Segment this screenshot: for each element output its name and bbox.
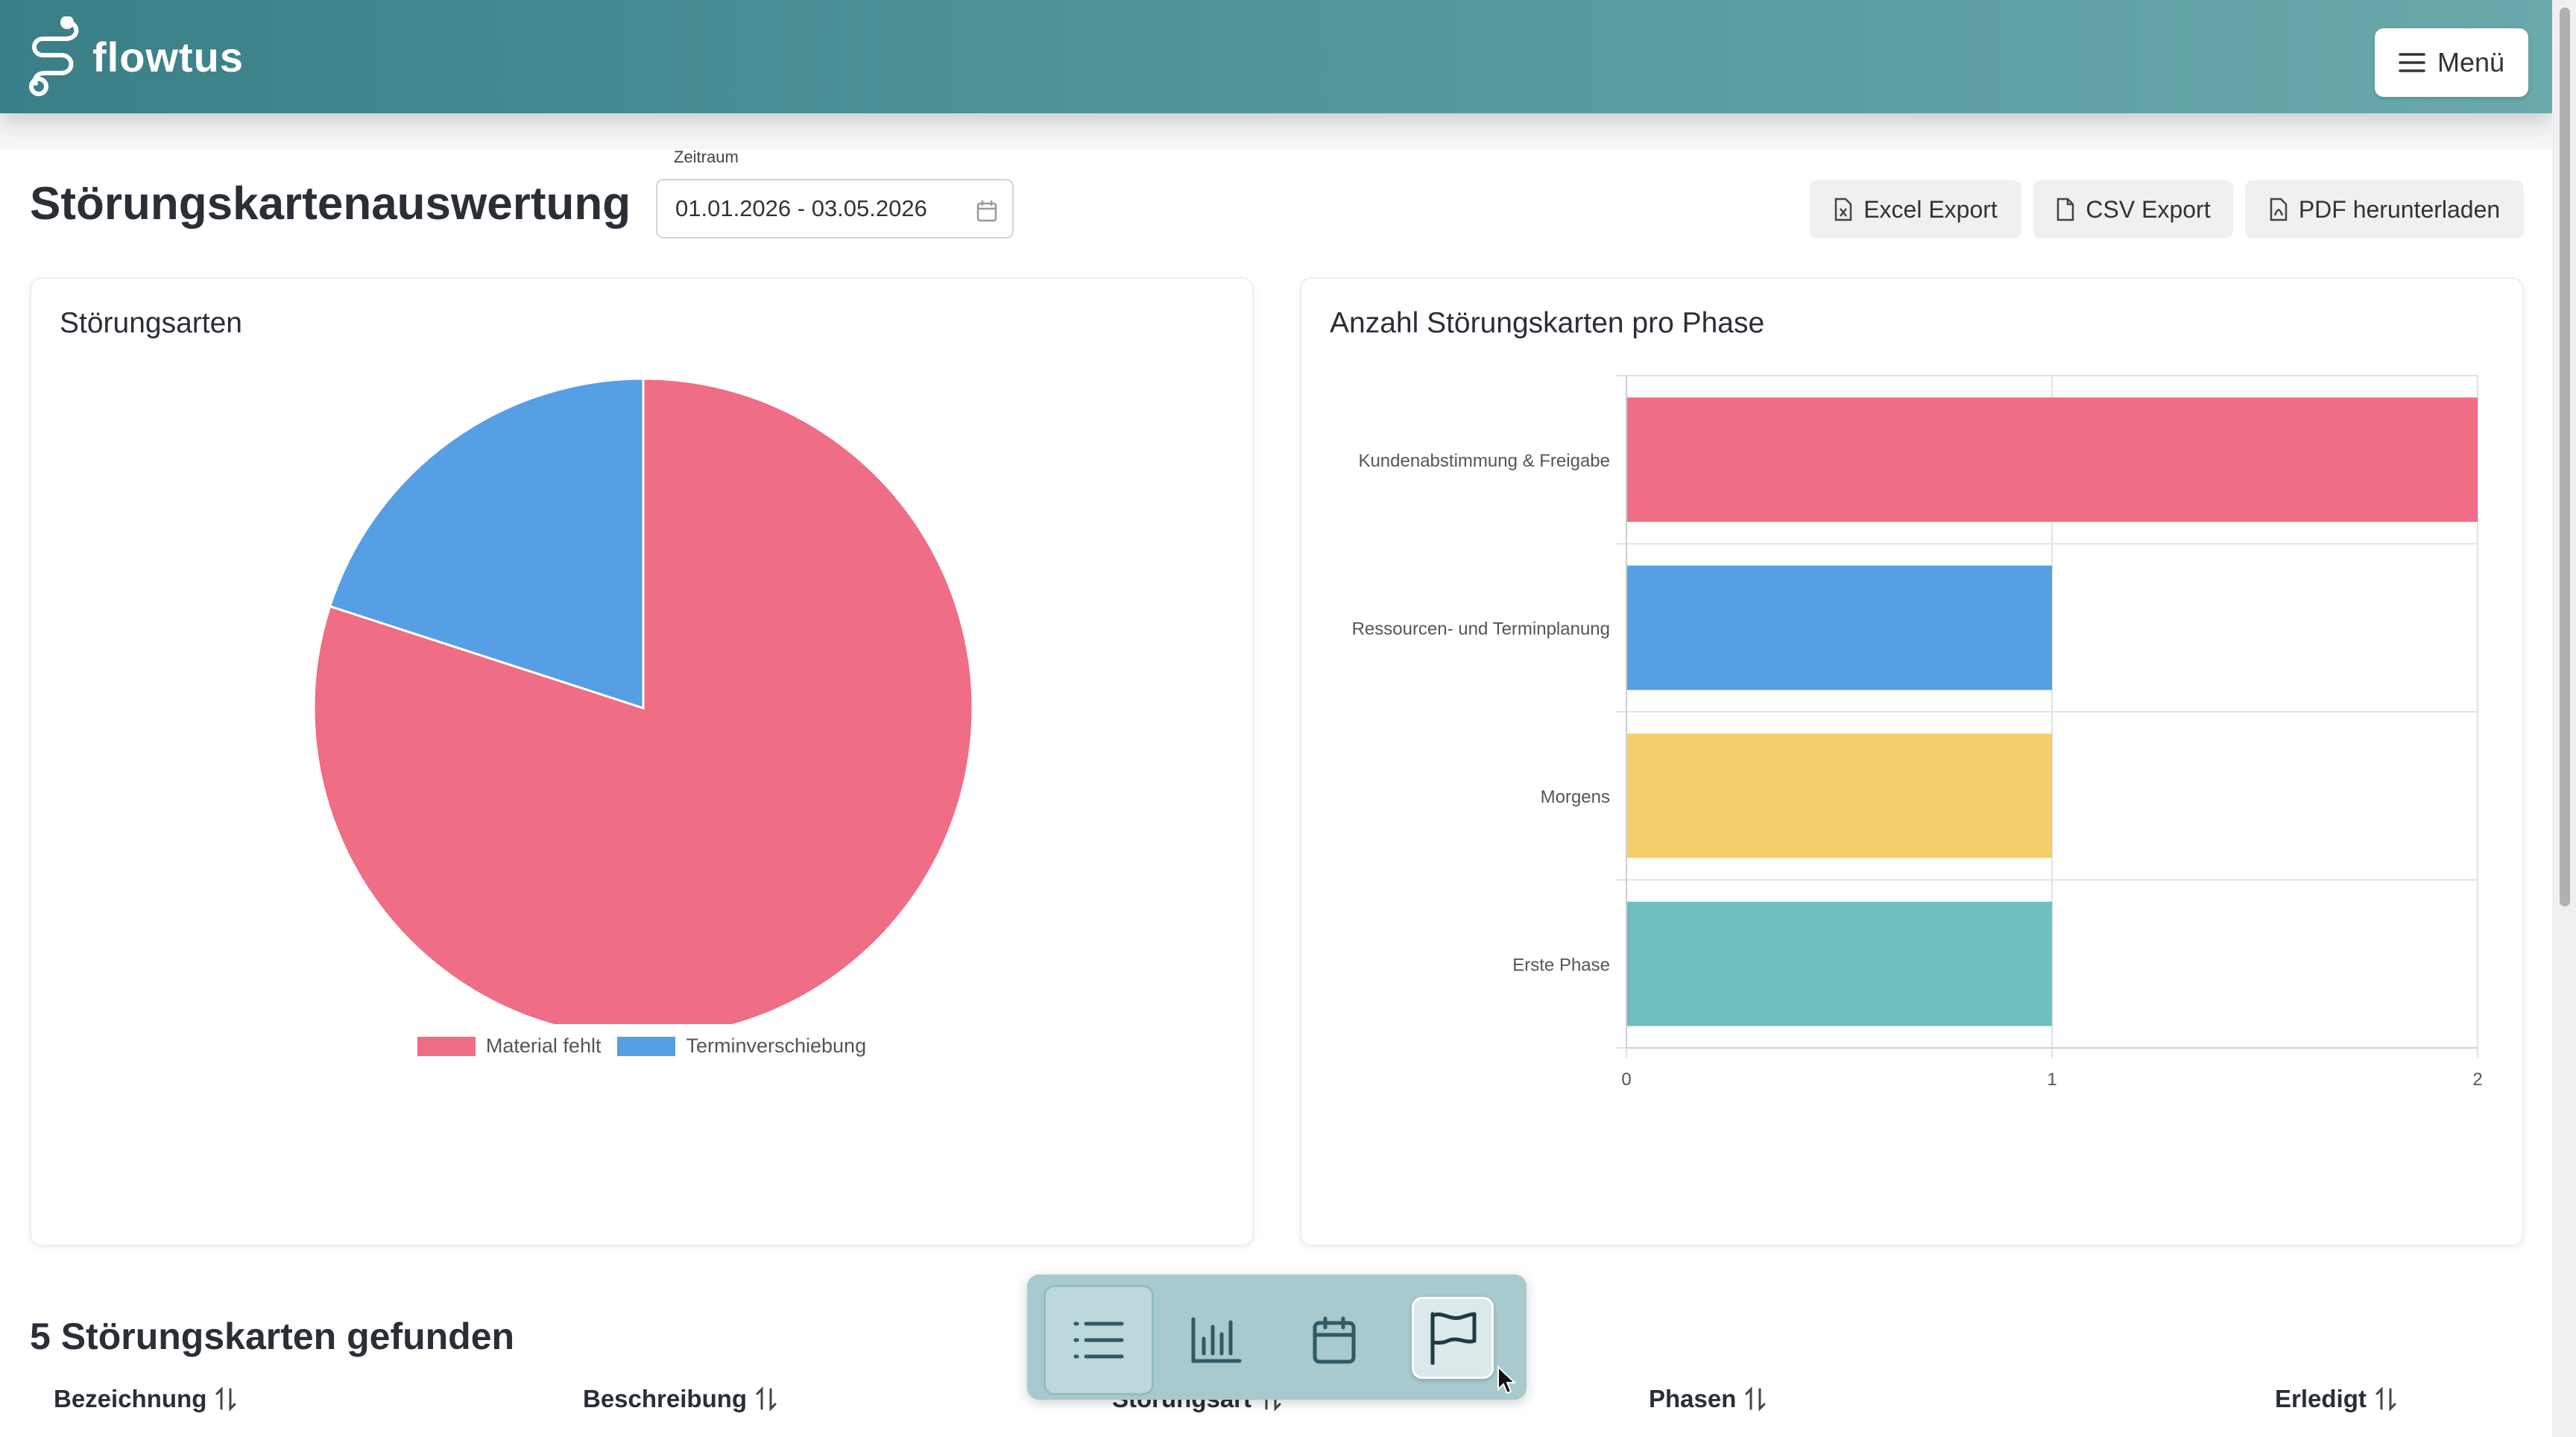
app-name: flowtus — [92, 33, 244, 80]
column-label: Phasen — [1649, 1385, 1737, 1412]
date-range-label: Zeitraum — [674, 148, 739, 166]
column-header-bezeichnung[interactable]: Bezeichnung — [54, 1385, 238, 1413]
scrollbar-thumb[interactable] — [2560, 7, 2570, 906]
column-header-erledigt[interactable]: Erledigt — [2275, 1385, 2398, 1413]
pdf-file-icon — [2270, 198, 2288, 221]
pie-slice-terminverschiebung[interactable] — [328, 377, 645, 710]
bar-erste-phase[interactable] — [1626, 901, 2052, 1026]
x-tick-label: 1 — [2047, 1070, 2056, 1090]
sort-icon — [1745, 1386, 1766, 1412]
y-category-label: Kundenabstimmung & Freigabe — [1358, 451, 1610, 471]
bar-ressourcen-und-terminplanung[interactable] — [1626, 565, 2052, 690]
list-icon — [1073, 1321, 1124, 1359]
nav-flag-button[interactable] — [1412, 1297, 1494, 1379]
pie-chart — [312, 377, 974, 1024]
legend-label: Material fehlt — [485, 1035, 602, 1057]
excel-export-label: Excel Export — [1863, 195, 1998, 223]
excel-file-icon — [1834, 198, 1852, 221]
legend-swatch — [417, 1036, 476, 1056]
app-logo[interactable]: flowtus — [22, 16, 244, 97]
sort-icon — [2375, 1386, 2396, 1412]
calendar-icon — [976, 200, 997, 222]
page-title: Störungskartenauswertung — [30, 178, 631, 230]
column-label: Beschreibung — [583, 1385, 748, 1412]
legend-item-terminverschiebung[interactable]: Terminverschiebung — [617, 1035, 866, 1058]
nav-calendar-button[interactable] — [1279, 1285, 1389, 1395]
legend-item-material-fehlt[interactable]: Material fehlt — [417, 1035, 602, 1058]
bar-chart-card: Anzahl Störungskarten pro Phase 0 1 2 Kunde… — [1300, 277, 2524, 1246]
x-tick-label: 0 — [1621, 1070, 1631, 1090]
y-category-label: Morgens — [1541, 787, 1610, 807]
csv-export-label: CSV Export — [2086, 195, 2211, 223]
sort-icon — [756, 1386, 777, 1412]
legend-swatch — [617, 1036, 676, 1056]
x-tick-label: 2 — [2472, 1070, 2482, 1090]
calendar-icon — [1313, 1316, 1356, 1364]
bar-kundenabstimmung-freigabe[interactable] — [1626, 397, 2478, 522]
y-category-label: Ressourcen- und Terminplanung — [1352, 619, 1610, 639]
scrollbar[interactable] — [2552, 0, 2576, 1437]
column-header-beschreibung[interactable]: Beschreibung — [583, 1385, 778, 1413]
pie-chart-card: Störungsarten Material fehlt Terminversc… — [30, 277, 1254, 1246]
bar-morgens[interactable] — [1626, 733, 2052, 859]
column-label: Bezeichnung — [54, 1385, 207, 1412]
y-category-label: Erste Phase — [1512, 955, 1610, 975]
app-header: flowtus Menü — [0, 0, 2552, 113]
hamburger-icon — [2399, 53, 2425, 72]
results-count-title: 5 Störungskarten gefunden — [30, 1316, 515, 1357]
menu-button[interactable]: Menü — [2375, 28, 2528, 97]
bar-chart: 0 1 2 Kundenabstimmung & Freigabe Ressourcen… — [1352, 375, 2483, 1090]
sort-icon — [215, 1386, 236, 1412]
legend-label: Terminverschiebung — [686, 1035, 867, 1057]
bottom-nav — [1027, 1275, 1527, 1400]
file-icon — [2057, 198, 2074, 221]
pdf-download-label: PDF herunterladen — [2298, 195, 2501, 223]
bar-chart-icon — [1191, 1317, 1242, 1363]
flowtus-logo-icon — [29, 16, 79, 96]
pie-legend: Material fehlt Terminverschiebung — [31, 1035, 1252, 1058]
date-range-value: 01.01.2026 - 03.05.2026 — [675, 195, 927, 221]
pie-chart-title: Störungsarten — [60, 307, 242, 339]
nav-chart-button[interactable] — [1161, 1285, 1272, 1395]
excel-export-button[interactable]: Excel Export — [1810, 180, 2021, 239]
column-header-phasen[interactable]: Phasen — [1649, 1385, 1767, 1413]
bar-chart-title: Anzahl Störungskarten pro Phase — [1330, 307, 1765, 339]
pie-slice-material-fehlt[interactable] — [312, 377, 974, 1024]
menu-label: Menü — [2437, 47, 2505, 78]
mouse-cursor-icon — [1497, 1365, 1517, 1395]
column-label: Erledigt — [2275, 1385, 2367, 1412]
csv-export-button[interactable]: CSV Export — [2033, 180, 2233, 239]
flag-icon — [1430, 1312, 1477, 1365]
pdf-download-button[interactable]: PDF herunterladen — [2245, 180, 2524, 239]
date-range-input[interactable]: 01.01.2026 - 03.05.2026 — [656, 179, 1014, 239]
nav-list-button[interactable] — [1044, 1285, 1154, 1395]
